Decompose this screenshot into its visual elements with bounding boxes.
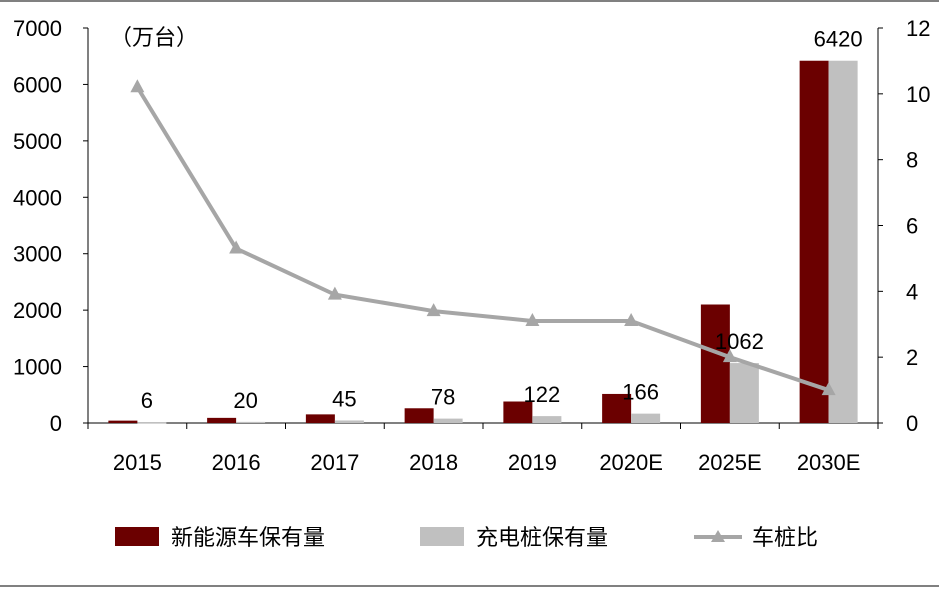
unit-label: （万台）	[110, 26, 198, 51]
x-tick-label: 2020E	[599, 450, 663, 475]
y-axis-right: 0 2 4 6 8 10 12	[877, 16, 930, 436]
bar-nev-2020E	[602, 393, 632, 423]
bar-nev-2017	[305, 414, 335, 423]
legend: 新能源车保有量 充电桩保有量 车桩比	[115, 526, 818, 551]
ratio-marker-2016	[229, 240, 244, 254]
ratio-marker-2030E	[821, 382, 836, 396]
data-label-2030E: 6420	[814, 27, 863, 52]
y-left-tick-label: 0	[50, 411, 62, 436]
ratio-marker-2020E	[624, 312, 639, 326]
bar-nev-2016	[207, 417, 237, 423]
x-tick-label: 2030E	[797, 450, 861, 475]
y-left-tick-label: 5000	[13, 129, 62, 154]
data-label-2019: 122	[524, 382, 561, 407]
bar-nev-2025E	[700, 304, 730, 423]
y-right-tick-label: 6	[906, 214, 918, 239]
legend-swatch-nev	[115, 527, 159, 546]
legend-label-charger: 充电桩保有量	[476, 526, 608, 551]
legend-label-nev: 新能源车保有量	[171, 526, 325, 551]
x-tick-label: 2015	[113, 450, 162, 475]
y-axis-left: 0 1000 2000 3000 4000 5000 6000 7000	[13, 16, 89, 436]
bar-charger-2015	[137, 422, 167, 424]
bar-charger-2016	[236, 421, 266, 423]
y-left-tick-label: 6000	[13, 72, 62, 97]
bar-nev-2030E	[799, 60, 829, 423]
x-tick-label: 2025E	[698, 450, 762, 475]
bar-charger-2020E	[631, 413, 661, 423]
ratio-line	[135, 86, 830, 392]
data-label-2020E: 166	[622, 380, 659, 405]
bar-nev-2019	[503, 401, 533, 423]
bar-charger-2025E	[729, 363, 759, 423]
bar-nev-2018	[404, 408, 434, 423]
y-right-tick-label: 4	[906, 279, 918, 304]
data-label-2017: 45	[332, 386, 356, 411]
x-tick-label: 2019	[508, 450, 557, 475]
legend-label-ratio: 车桩比	[752, 526, 818, 551]
bar-charger-2030E	[828, 60, 858, 423]
bar-charger-2017	[334, 420, 364, 423]
bar-charger-2019	[532, 416, 562, 423]
y-left-tick-label: 4000	[13, 185, 62, 210]
bars-layer	[108, 60, 858, 424]
legend-marker-ratio	[711, 530, 725, 542]
x-tick-label: 2017	[310, 450, 359, 475]
ratio-marker-2025E	[722, 349, 737, 363]
data-label-2016: 20	[233, 388, 257, 413]
data-labels-layer: 6 20 45 78 122 166 1062 6420	[141, 27, 863, 413]
data-label-2015: 6	[141, 388, 153, 413]
y-right-tick-label: 8	[906, 148, 918, 173]
ratio-marker-2017	[327, 286, 342, 300]
ratio-marker-2018	[426, 303, 441, 317]
data-label-2018: 78	[431, 385, 455, 410]
bar-nev-2015	[108, 420, 138, 423]
x-tick-label: 2018	[409, 450, 458, 475]
data-label-2025E: 1062	[715, 329, 764, 354]
x-axis: 2015 2016 2017 2018 2019 2020E 2025E 2030E	[87, 422, 879, 475]
y-right-tick-label: 12	[906, 16, 930, 41]
y-right-tick-label: 10	[906, 82, 930, 107]
ratio-line-layer	[130, 79, 836, 396]
y-right-tick-label: 2	[906, 345, 918, 370]
y-right-tick-label: 0	[906, 411, 918, 436]
bar-charger-2018	[433, 418, 463, 423]
y-left-tick-label: 7000	[13, 16, 62, 41]
ratio-marker-2019	[525, 312, 540, 326]
ratio-marker-2015	[130, 79, 145, 93]
y-left-tick-label: 3000	[13, 242, 62, 267]
legend-swatch-charger	[420, 527, 464, 546]
y-left-tick-label: 2000	[13, 298, 62, 323]
y-left-tick-label: 1000	[13, 355, 62, 380]
x-tick-label: 2016	[212, 450, 261, 475]
